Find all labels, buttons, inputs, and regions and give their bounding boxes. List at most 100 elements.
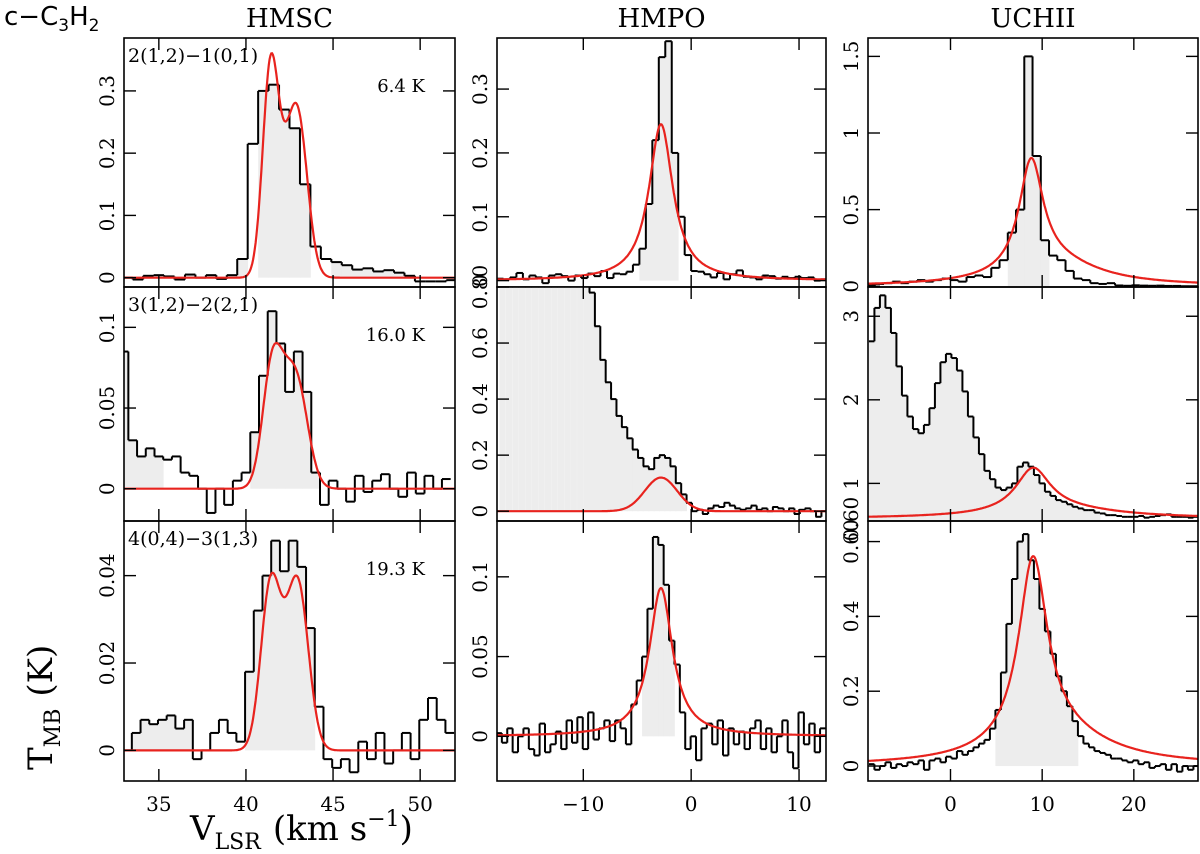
fill-bin xyxy=(512,287,519,512)
fill-bin xyxy=(639,248,647,281)
y-tick-label: 0 xyxy=(839,760,863,773)
fill-bin xyxy=(373,271,384,278)
fill-bin xyxy=(642,656,648,737)
fill-bin xyxy=(599,359,607,512)
transition-label: 4(0,4)−3(1,3) xyxy=(128,528,258,550)
fill-bin xyxy=(551,287,558,512)
y-tick-label: 3 xyxy=(839,310,863,323)
fit-curve xyxy=(124,52,455,279)
y-tick-label: 0.02 xyxy=(95,641,119,686)
fill-bin xyxy=(237,258,249,278)
plot-area xyxy=(868,294,1198,521)
fill-bin xyxy=(659,455,666,512)
fill-bin xyxy=(951,358,958,521)
panel-UCHII-2: 1 2 3 0.60 xyxy=(839,286,1199,542)
x-tick-label: 0 xyxy=(944,792,957,816)
panel-HMPO-3: −10 0 10 0 0.05 0.1 xyxy=(468,520,827,816)
y-tick-label: 1 xyxy=(839,127,863,140)
y-tick-label: 2 xyxy=(839,393,863,406)
fill-bin xyxy=(1007,232,1017,287)
fit-curve xyxy=(497,476,826,513)
fill-bin xyxy=(1033,475,1040,521)
y-tick-label: 0.1 xyxy=(95,311,119,343)
fill-bin xyxy=(184,719,194,751)
upper-level-energy: 19.3 K xyxy=(366,559,426,580)
y-tick-label: 0.6 xyxy=(468,327,492,359)
upper-level-energy: 16.0 K xyxy=(366,325,426,346)
fill-bin xyxy=(1072,721,1079,767)
fill-bin xyxy=(1032,155,1042,287)
fill-bin xyxy=(956,370,963,521)
fill-bin xyxy=(124,351,129,489)
x-tick-label: 20 xyxy=(1121,792,1146,816)
fill-bin xyxy=(923,424,930,521)
fill-bin xyxy=(268,84,280,278)
fill-bin xyxy=(362,268,374,278)
plot-area xyxy=(497,535,826,770)
fill-bin xyxy=(626,438,634,512)
fill-bin xyxy=(632,449,639,512)
fit-curve xyxy=(497,586,826,737)
y-tick-label: 0 xyxy=(468,505,492,518)
fill-bin xyxy=(226,275,238,278)
panel-title: HMPO xyxy=(617,4,705,34)
fill-bin xyxy=(658,544,665,737)
fill-bin xyxy=(1077,508,1084,521)
fill-bin xyxy=(166,715,176,751)
transition-label: 3(1,2)−2(2,1) xyxy=(128,294,258,316)
y-tick-label: 0.80 xyxy=(468,265,492,310)
fill-bin xyxy=(259,375,269,489)
fill-bin xyxy=(1000,490,1007,521)
fill-bin xyxy=(995,709,1002,767)
fill-bin xyxy=(1050,653,1057,767)
y-tick-label: 0.60 xyxy=(839,519,863,564)
fill-bin xyxy=(929,408,936,521)
fill-bin xyxy=(940,362,947,521)
fill-bin xyxy=(299,184,311,278)
plot-area xyxy=(124,310,455,514)
x-tick-label: 10 xyxy=(786,792,811,816)
y-tick-label: 0.05 xyxy=(95,386,119,431)
y-axis-label-rest: (K) xyxy=(21,645,61,697)
fill-bin xyxy=(154,456,164,489)
fit-curve xyxy=(868,156,1198,285)
fill-bin xyxy=(518,287,526,512)
plot-area xyxy=(868,533,1198,773)
y-tick-label: 0 xyxy=(468,274,492,287)
fill-bin xyxy=(675,483,682,512)
observed-series xyxy=(497,535,826,770)
ticks xyxy=(497,521,826,781)
fill-bin xyxy=(978,454,985,521)
panel-HMPO-1: 0 0.1 0.2 0.3 HMPO xyxy=(468,4,827,288)
fill-bin xyxy=(1088,510,1095,521)
x-tick-label: 50 xyxy=(407,792,432,816)
y-tick-label: 0 xyxy=(839,280,863,293)
fill-bin xyxy=(645,204,653,281)
fill-bin xyxy=(297,566,307,751)
fill-bin xyxy=(652,140,660,281)
fill-bin xyxy=(896,366,903,521)
fill-bin xyxy=(984,470,991,521)
ticks xyxy=(497,38,826,287)
fill-bin xyxy=(544,287,552,512)
fill-bin xyxy=(658,57,666,281)
y-tick-label: 0.2 xyxy=(468,137,492,169)
fill-bin xyxy=(276,343,286,489)
fill-bin xyxy=(184,274,196,278)
y-tick-label: 0 xyxy=(95,482,119,495)
fill-bin xyxy=(149,724,159,751)
y-tick-label: 0.2 xyxy=(95,137,119,169)
fill-bin xyxy=(901,395,908,521)
y-tick-label: 0.05 xyxy=(468,634,492,679)
panel-frame xyxy=(123,520,456,782)
fill-bin xyxy=(293,351,303,489)
fill-bin xyxy=(564,287,571,512)
x-axis-label-rest2: ) xyxy=(400,809,413,849)
transition-label: 2(1,2)−1(0,1) xyxy=(128,45,258,67)
plot-area xyxy=(124,539,455,774)
y-tick-label: 0.60 xyxy=(839,497,863,542)
x-axis-label-sub: LSR xyxy=(215,830,263,854)
fill-bin xyxy=(1028,466,1035,521)
fill-bin xyxy=(570,287,577,512)
